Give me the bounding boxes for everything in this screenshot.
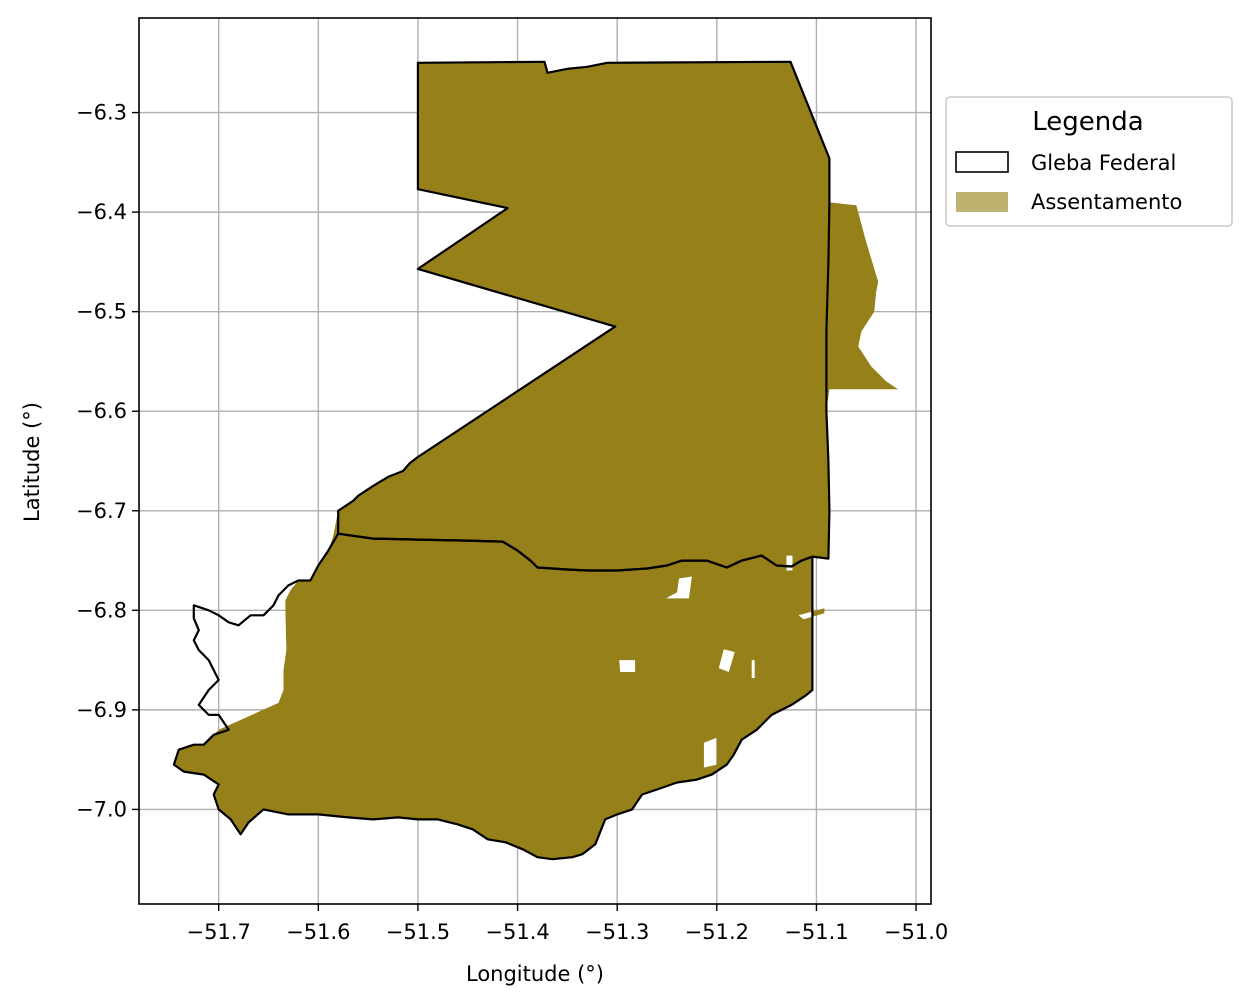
legend: Legenda Gleba Federal Assentamento (945, 96, 1233, 227)
x-tick-label: −51.5 (386, 920, 450, 944)
y-tick-label: −6.3 (76, 101, 127, 125)
x-tick-label: −51.7 (187, 920, 251, 944)
x-tick-label: −51.1 (784, 920, 848, 944)
x-tick-label: −51.6 (286, 920, 350, 944)
y-tick-label: −6.5 (76, 300, 127, 324)
x-tick-label: −51.2 (685, 920, 749, 944)
legend-label-assentamento: Assentamento (1031, 190, 1182, 214)
x-tick-label: −51.4 (485, 920, 549, 944)
y-tick-label: −6.6 (76, 399, 127, 423)
gleba-federal-south (172, 532, 814, 861)
legend-frame (945, 96, 1233, 227)
legend-swatch-gleba-federal (955, 151, 1009, 173)
y-tick-label: −6.7 (76, 499, 127, 523)
x-axis-label: Longitude (°) (466, 962, 604, 986)
y-axis-label: Latitude (°) (20, 402, 44, 522)
legend-label-gleba-federal: Gleba Federal (1031, 151, 1176, 175)
axes-frame (138, 17, 932, 905)
legend-title: Legenda (1032, 107, 1143, 137)
legend-swatch-assentamento (956, 192, 1008, 212)
y-tick-label: −7.0 (76, 797, 127, 821)
axis-ticks: −51.7 −51.6 −51.5 −51.4 −51.3 −51.2 −51.1 −51.0… (76, 101, 948, 944)
y-tick-label: −6.9 (76, 698, 127, 722)
x-tick-label: −51.3 (585, 920, 649, 944)
y-tick-label: −6.4 (76, 200, 127, 224)
map-layers (172, 60, 899, 861)
x-tick-label: −51.0 (884, 920, 948, 944)
assentamento-area (173, 61, 899, 860)
y-tick-label: −6.8 (76, 598, 127, 622)
